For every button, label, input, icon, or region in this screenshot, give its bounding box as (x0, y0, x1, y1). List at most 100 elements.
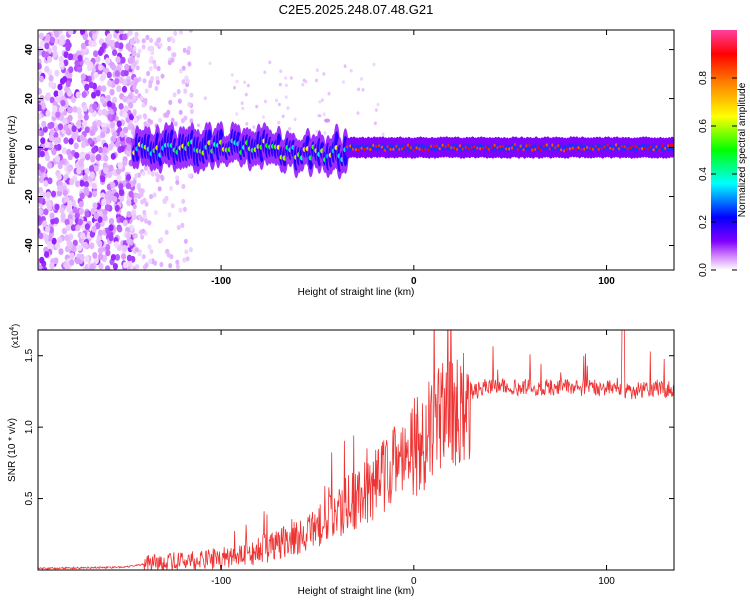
heatmap-cell (44, 251, 50, 258)
heatmap-cell (302, 78, 306, 83)
snr-xtick-label: -100 (211, 576, 231, 587)
heatmap-cell (122, 261, 128, 269)
heatmap-cell (97, 247, 103, 255)
heatmap-cell (73, 142, 79, 150)
heatmap-cell (60, 99, 66, 107)
heatmap-cell (108, 108, 114, 116)
heatmap-cell (93, 50, 99, 58)
heatmap-cell (154, 85, 159, 91)
heatmap-cell (58, 39, 64, 47)
heatmap-cell (100, 131, 106, 139)
heatmap-cell (64, 261, 70, 269)
heatmap-panel: -100 0 100 -40 -20 0 20 40 Height of straight l… (7, 29, 675, 298)
snr-scale-prefix: (x10 (10, 331, 20, 349)
heatmap-cell (125, 174, 132, 181)
heatmap-cell (322, 72, 326, 76)
heatmap-cell (243, 80, 247, 85)
colorbar-tick-label: 0.6 (698, 119, 709, 133)
snr-xtick-label: 0 (411, 576, 417, 587)
heatmap-cell (110, 181, 116, 189)
heatmap-cell (197, 123, 200, 128)
heatmap-cell (317, 114, 322, 118)
heatmap-cell (38, 208, 44, 216)
heatmap-cell (183, 88, 188, 94)
heatmap-cell (63, 124, 69, 131)
heatmap-cell (79, 192, 85, 200)
heatmap-cell (48, 74, 54, 82)
heatmap-cell (103, 155, 109, 162)
heatmap-cell (175, 175, 180, 181)
heatmap-cell (135, 264, 140, 270)
heatmap-cell (189, 118, 194, 124)
heatmap-cell (93, 165, 99, 172)
heatmap-cell (114, 70, 120, 77)
heatmap-cell (48, 80, 54, 88)
heatmap-cell (150, 171, 155, 177)
heatmap-cell (372, 62, 376, 67)
heatmap-cell (137, 48, 142, 54)
heatmap-cell (112, 131, 118, 138)
heatmap-cell (41, 120, 47, 128)
heatmap-cell (118, 30, 124, 35)
heatmap-cell (47, 177, 53, 185)
snr-series (38, 330, 674, 570)
heatmap-cell (64, 245, 71, 253)
heatmap-cell (159, 174, 164, 180)
heatmap-cell (98, 253, 104, 261)
snr-axis-ticks: -100 0 100 0.5 1.0 1.5 (24, 330, 674, 587)
heatmap-cell (141, 254, 146, 260)
heatmap-cell (142, 209, 147, 216)
heatmap-cell (133, 60, 137, 67)
heatmap-cell (149, 45, 154, 51)
heatmap-cell (110, 153, 116, 160)
heatmap-cell (268, 60, 272, 65)
heatmap-cell (104, 204, 110, 211)
snr-xlabel: Height of straight line (km) (298, 586, 415, 597)
heatmap-ytick-label: 20 (24, 93, 35, 105)
heatmap-cell (119, 189, 125, 197)
heatmap-cell (108, 217, 115, 225)
heatmap-cell (144, 218, 149, 224)
heatmap-cell (69, 178, 75, 186)
heatmap-cell (77, 113, 83, 121)
heatmap-cell (122, 244, 128, 252)
heatmap-cell (376, 102, 380, 107)
heatmap-cell (67, 200, 73, 207)
heatmap-cell (38, 129, 41, 137)
heatmap-cell (168, 99, 173, 105)
heatmap-cell (323, 131, 327, 135)
heatmap-cell (52, 44, 58, 52)
heatmap-cell (63, 59, 69, 67)
heatmap-cell (65, 39, 71, 46)
heatmap-cell (141, 228, 146, 234)
heatmap-cell (49, 96, 55, 104)
heatmap-cell (80, 141, 87, 149)
heatmap-cell (83, 113, 89, 121)
heatmap-cell (58, 60, 65, 68)
heatmap-cell (106, 171, 113, 179)
heatmap-cell (149, 194, 154, 200)
heatmap-cell (119, 145, 125, 153)
heatmap-cell (185, 78, 190, 84)
heatmap-cell (84, 39, 90, 47)
heatmap-cell (38, 75, 45, 83)
heatmap-cell (119, 130, 125, 138)
heatmap-cell (39, 150, 45, 158)
heatmap-cell (92, 202, 98, 210)
heatmap-cell (100, 73, 107, 80)
heatmap-cell (170, 117, 175, 123)
heatmap-cell (147, 220, 152, 226)
heatmap-cell (246, 83, 250, 88)
heatmap-cell (121, 253, 127, 260)
heatmap-cell (160, 73, 165, 79)
heatmap-cell (156, 173, 161, 180)
heatmap-cell (189, 92, 194, 98)
heatmap-cell (97, 216, 103, 224)
heatmap-cell (38, 104, 42, 111)
heatmap-xlabel: Height of straight line (km) (298, 287, 415, 298)
heatmap-cell (208, 61, 212, 66)
heatmap-cell (56, 173, 62, 181)
heatmap-cell (301, 82, 305, 87)
heatmap-cell (381, 132, 385, 136)
heatmap-cell (43, 180, 49, 187)
